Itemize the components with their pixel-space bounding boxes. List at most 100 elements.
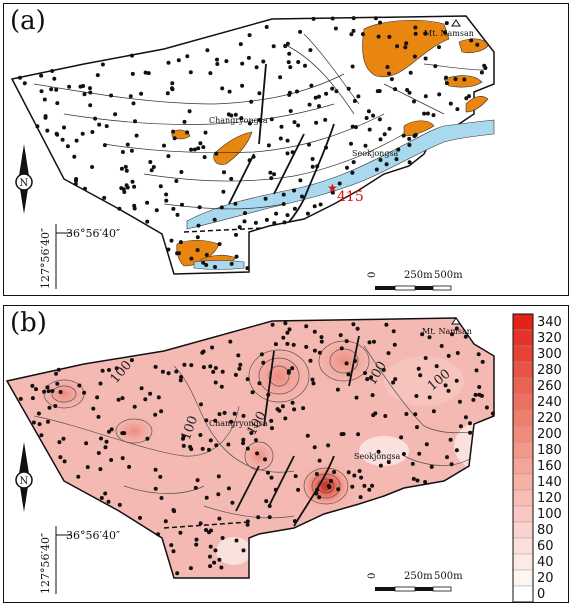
sample-point (47, 405, 52, 410)
sample-point (145, 200, 150, 205)
place-changryongsa: Changryongsa (209, 419, 268, 428)
sample-point (378, 137, 383, 142)
sample-point (234, 232, 238, 237)
sample-point (304, 344, 309, 349)
sample-point (349, 32, 354, 37)
sample-point (238, 362, 243, 367)
sample-point (98, 467, 103, 472)
sample-point (411, 476, 416, 481)
sample-point (416, 366, 421, 371)
sample-point (245, 522, 250, 527)
sample-point (198, 141, 203, 146)
sample-point (55, 101, 60, 106)
sample-point (423, 56, 428, 61)
sample-label-415: 415 (337, 189, 364, 205)
sample-point (410, 461, 415, 466)
sample-point (285, 151, 290, 156)
sample-point (212, 560, 217, 565)
geology-map-panel: (a) (3, 3, 569, 296)
color-legend: 3403203002802602402202001801601401201008… (512, 313, 562, 602)
sample-point (215, 57, 219, 62)
sample-point (366, 109, 371, 114)
legend-tick-label: 20 (537, 571, 554, 586)
legend-swatch (512, 521, 534, 539)
sample-point (72, 154, 77, 159)
sample-point (474, 368, 479, 373)
sample-point (429, 464, 434, 469)
sample-point (213, 265, 217, 269)
sample-point (31, 420, 36, 425)
sample-point (423, 94, 428, 99)
sample-point (143, 70, 148, 75)
sample-point (198, 521, 203, 526)
sample-point (54, 371, 58, 376)
sample-point (39, 73, 44, 78)
panel-label-b: (b) (10, 308, 47, 338)
sample-point (85, 465, 90, 470)
sample-point (391, 380, 396, 385)
sample-point (304, 324, 309, 329)
sample-point (404, 412, 409, 416)
sample-point (314, 491, 319, 496)
place-changryongsa: Changryongsa (209, 116, 268, 125)
sample-point (36, 411, 41, 416)
sample-point (175, 212, 180, 217)
sample-point (174, 369, 179, 374)
sample-point (341, 432, 346, 436)
sample-point (330, 86, 335, 91)
sample-point (99, 496, 104, 500)
sample-point (477, 392, 482, 397)
sample-point (188, 70, 193, 75)
sample-point (476, 352, 481, 357)
sample-point (204, 252, 209, 257)
sample-point (413, 25, 418, 30)
sample-point (270, 426, 274, 431)
sample-point (396, 147, 401, 152)
sample-point (208, 554, 212, 559)
sample-point (298, 178, 303, 183)
sample-point (269, 418, 274, 423)
sample-point (308, 48, 313, 53)
sample-point (195, 478, 200, 483)
sample-point (102, 143, 107, 148)
legend-swatch (512, 505, 534, 523)
sample-point (22, 81, 27, 86)
sample-point (356, 94, 361, 99)
sample-point (55, 132, 60, 137)
sample-point (346, 470, 351, 475)
sample-point (330, 190, 335, 195)
sample-point (46, 389, 51, 394)
sample-point (267, 515, 272, 520)
sample-point (245, 446, 250, 451)
study-area-outline (5, 317, 495, 579)
sample-point (216, 492, 221, 497)
legend-tick-label: 180 (537, 443, 562, 458)
sample-point (273, 342, 278, 347)
sample-point (445, 455, 449, 460)
legend-tick-label: 280 (537, 363, 562, 378)
sample-point (257, 91, 262, 96)
sample-point (263, 196, 268, 201)
sample-point (50, 389, 55, 393)
legend-tick-label: 60 (537, 539, 554, 554)
legend-tick-label: 300 (537, 347, 562, 362)
sample-point (448, 101, 453, 106)
sample-point (178, 530, 183, 535)
scale-mid: 250m (404, 270, 433, 281)
sample-point (420, 332, 425, 337)
sample-point (427, 335, 432, 340)
sample-point (120, 396, 125, 401)
sample-point (109, 427, 114, 432)
sample-point (58, 455, 63, 460)
sample-point (171, 206, 176, 211)
sample-point (330, 16, 335, 21)
sample-point (387, 34, 392, 39)
sample-point (431, 113, 436, 118)
sample-point (407, 160, 412, 165)
sample-point (216, 474, 221, 479)
panel-label-a: (a) (10, 6, 46, 36)
sample-point (415, 425, 419, 430)
sample-point (282, 220, 287, 225)
sample-point (270, 322, 275, 327)
sample-point (81, 84, 86, 88)
